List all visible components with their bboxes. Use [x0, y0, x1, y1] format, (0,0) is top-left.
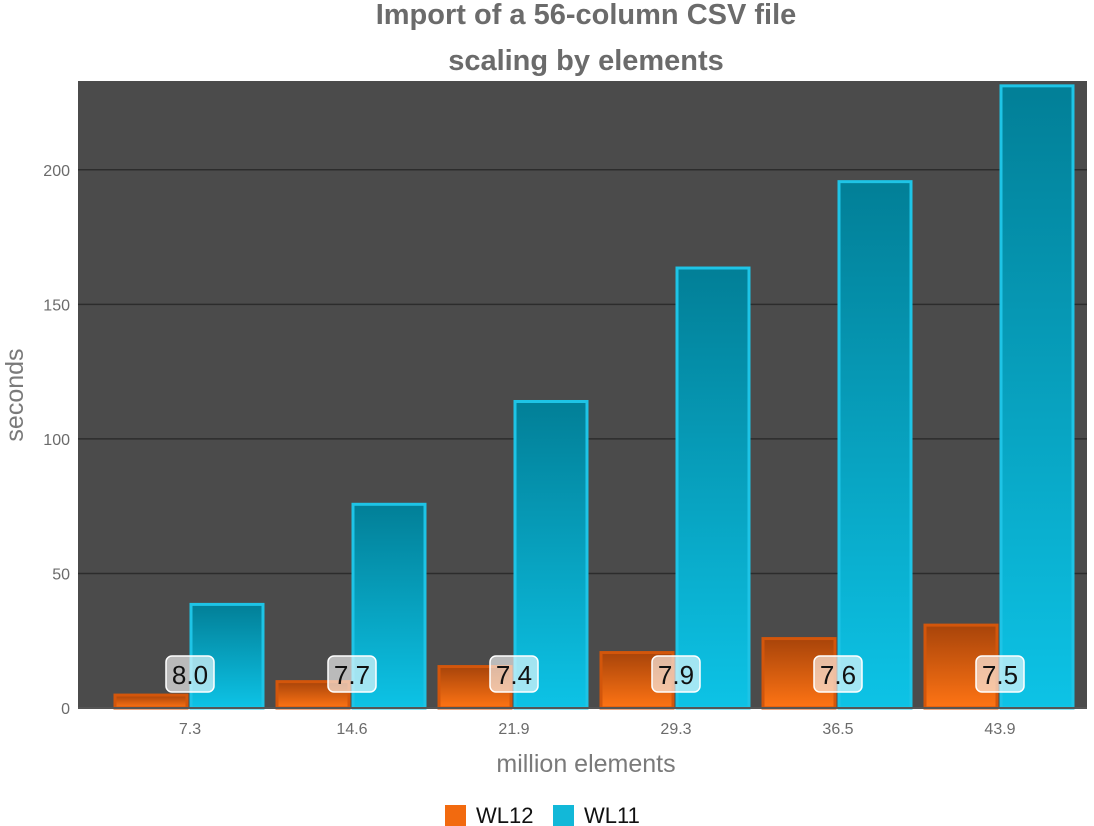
y-axis: 0 50 100 150 200 — [43, 163, 70, 718]
legend-label: WL12 — [476, 803, 533, 826]
ratio-label: 8.0 — [165, 655, 215, 693]
y-tick-label: 0 — [61, 701, 70, 718]
bar-wl11-43.9 — [999, 84, 1075, 710]
ratio-label: 7.9 — [651, 655, 701, 693]
ratio-label-box — [651, 655, 701, 693]
legend-swatch — [553, 805, 574, 826]
x-tick-label: 7.3 — [179, 721, 201, 738]
x-tick-label: 43.9 — [984, 721, 1015, 738]
legend-label: WL11 — [584, 803, 640, 826]
bar-wl11-36.5 — [837, 180, 913, 710]
bar-wl11-29.3 — [675, 266, 751, 710]
x-tick-label: 21.9 — [498, 721, 529, 738]
bar-wl12-7.3 — [113, 693, 189, 710]
ratio-label: 7.7 — [327, 655, 377, 693]
ratio-label-text: 8.0 — [172, 660, 208, 690]
y-tick-label: 150 — [43, 297, 70, 314]
chart-subtitle: scaling by elements — [448, 45, 724, 77]
bar-wl11-7.3 — [189, 602, 265, 710]
chart-title: Import of a 56-column CSV file — [376, 0, 797, 31]
ratio-label-box — [813, 655, 863, 693]
ratio-labels: 8.0 7.7 7.4 7.9 7.6 7.5 — [165, 655, 1025, 693]
ratio-label: 7.5 — [975, 655, 1025, 693]
ratio-label-text: 7.5 — [982, 660, 1018, 690]
y-tick-label: 100 — [43, 432, 70, 449]
y-tick-label: 50 — [52, 566, 70, 583]
bars — [78, 84, 1087, 710]
legend-item-wl11: WL11 — [553, 803, 640, 826]
y-axis-title: seconds — [1, 348, 29, 441]
x-axis: 7.3 14.6 21.9 29.3 36.5 43.9 — [179, 721, 1016, 738]
ratio-label-box — [489, 655, 539, 693]
x-tick-label: 14.6 — [336, 721, 367, 738]
ratio-label-text: 7.4 — [496, 660, 532, 690]
x-tick-label: 36.5 — [822, 721, 853, 738]
legend: WL12 WL11 — [445, 803, 640, 826]
x-tick-label: 29.3 — [660, 721, 691, 738]
ratio-label: 7.4 — [489, 655, 539, 693]
ratio-label-text: 7.7 — [334, 660, 370, 690]
ratio-label-text: 7.9 — [658, 660, 694, 690]
ratio-label-box — [327, 655, 377, 693]
legend-swatch — [445, 805, 466, 826]
ratio-label-box — [165, 655, 215, 693]
ratio-label: 7.6 — [813, 655, 863, 693]
x-axis-title: million elements — [496, 750, 675, 778]
y-tick-label: 200 — [43, 163, 70, 180]
legend-item-wl12: WL12 — [445, 803, 533, 826]
ratio-label-box — [975, 655, 1025, 693]
ratio-label-text: 7.6 — [820, 660, 856, 690]
